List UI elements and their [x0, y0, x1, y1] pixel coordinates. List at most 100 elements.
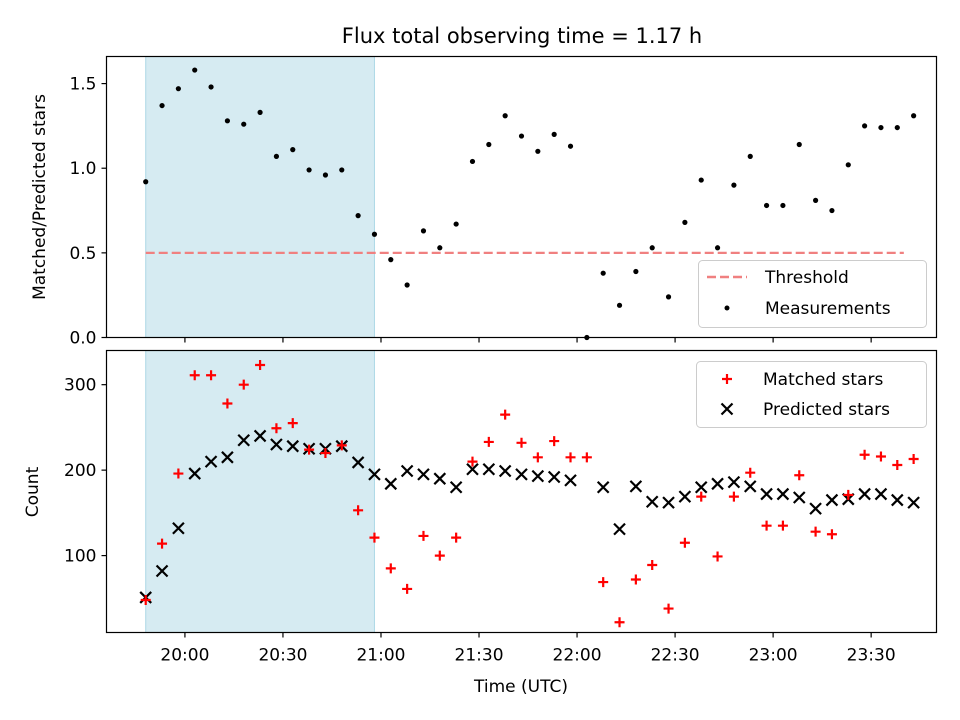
matched-marker — [647, 559, 658, 570]
predicted-marker — [531, 469, 545, 483]
legend-predicted-marker — [720, 402, 734, 416]
measurement-point — [502, 113, 508, 119]
predicted-marker — [596, 480, 610, 494]
matched-marker — [418, 530, 429, 541]
predicted-marker — [515, 468, 528, 481]
top-panel: 0.0 0.5 1.0 1.5 Matched/Predicted stars Thr… — [30, 55, 938, 349]
predicted-marker — [711, 477, 724, 491]
measurement-point — [829, 207, 835, 214]
matched-marker — [402, 583, 413, 594]
matched-marker — [238, 379, 249, 390]
matched-marker — [892, 460, 903, 471]
predicted-marker — [433, 472, 447, 485]
measurement-point — [796, 141, 802, 148]
measurement-point — [420, 228, 427, 234]
bottom-x-tick-label: 20:00 — [160, 646, 209, 666]
matched-marker — [696, 491, 707, 502]
matched-marker — [483, 436, 494, 447]
predicted-marker — [449, 480, 463, 494]
measurement-point — [273, 153, 280, 159]
predicted-marker — [351, 456, 365, 469]
measurement-point — [600, 270, 606, 276]
measurement-point — [862, 123, 868, 129]
matched-marker — [810, 526, 821, 537]
matched-marker — [255, 360, 266, 371]
matched-marker — [516, 437, 527, 448]
matched-marker — [630, 574, 641, 585]
measurement-point — [257, 109, 263, 115]
measurement-point — [551, 131, 557, 137]
measurement-point — [143, 179, 149, 185]
measurement-point — [911, 113, 917, 119]
x-axis-label: Time (UTC) — [473, 677, 568, 697]
matched-marker — [287, 418, 298, 429]
bottom-legend-box — [696, 361, 927, 428]
predicted-marker — [368, 468, 381, 481]
predicted-marker — [482, 463, 496, 476]
measurement-point — [241, 121, 247, 127]
top-legend: Threshold Measurements — [698, 260, 927, 328]
predicted-marker — [270, 438, 283, 451]
matched-marker — [565, 452, 576, 463]
legend-matched-label: Matched stars — [763, 370, 883, 390]
top-y-tick-label: 0.5 — [69, 244, 96, 264]
predicted-marker — [907, 496, 920, 509]
legend-predicted-swatch — [720, 402, 734, 416]
matched-marker — [222, 398, 233, 409]
matched-marker — [336, 440, 347, 451]
measurement-point — [290, 147, 296, 153]
measurement-point — [682, 219, 688, 225]
matched-marker — [663, 603, 674, 614]
measurement-point — [845, 162, 851, 168]
predicted-marker — [286, 439, 300, 453]
bottom-y-axis-label: Count — [23, 466, 43, 517]
measurement-point — [518, 133, 525, 139]
matched-marker — [532, 452, 543, 463]
bottom-x-tick-label: 21:00 — [356, 646, 405, 666]
measurement-point — [355, 213, 361, 219]
top-y-axis-label: Matched/Predicted stars — [30, 94, 50, 300]
measurement-point — [747, 153, 753, 159]
bottom-x-tick-label: 21:30 — [455, 646, 504, 666]
measurement-point — [714, 245, 721, 251]
matched-marker — [140, 595, 151, 606]
predicted-marker — [891, 493, 904, 507]
measurement-point — [208, 84, 214, 90]
measurement-point — [339, 167, 345, 173]
predicted-marker — [172, 521, 185, 535]
predicted-marker — [825, 493, 839, 507]
matched-marker — [434, 550, 445, 561]
chart-title: Flux total observing time = 1.17 h — [342, 24, 702, 48]
matched-marker — [794, 470, 805, 481]
matched-marker — [157, 538, 168, 549]
matched-marker — [777, 520, 788, 531]
measurement-point — [486, 141, 492, 148]
predicted-marker — [498, 464, 512, 478]
measurement-point — [535, 148, 541, 154]
predicted-marker — [629, 480, 643, 493]
measurement-point — [567, 143, 574, 149]
matched-marker — [679, 537, 690, 548]
bottom-y-tick-label: 100 — [64, 547, 96, 567]
bottom-x-tick-label: 23:00 — [749, 646, 798, 666]
measurement-point — [812, 197, 819, 203]
bottom-panel: 100 200 300 20:00 20:30 21:00 21:30 22:00 22:30… — [23, 349, 938, 697]
measurement-point — [763, 202, 770, 209]
matched-marker — [353, 505, 364, 516]
predicted-marker — [874, 487, 888, 501]
matched-marker — [859, 449, 870, 460]
matched-marker — [843, 489, 854, 500]
bottom-x-tick-label: 22:00 — [553, 646, 602, 666]
measurement-point — [878, 124, 884, 131]
top-y-tick-label: 1.5 — [69, 75, 96, 95]
measurement-point — [469, 158, 476, 165]
matched-marker — [614, 617, 625, 628]
matched-marker — [549, 436, 560, 447]
measurement-point — [192, 67, 198, 73]
predicted-marker — [760, 487, 773, 501]
predicted-marker — [776, 487, 790, 501]
measurement-point — [306, 167, 312, 173]
measurement-point — [698, 177, 704, 183]
measurement-point — [665, 294, 672, 300]
